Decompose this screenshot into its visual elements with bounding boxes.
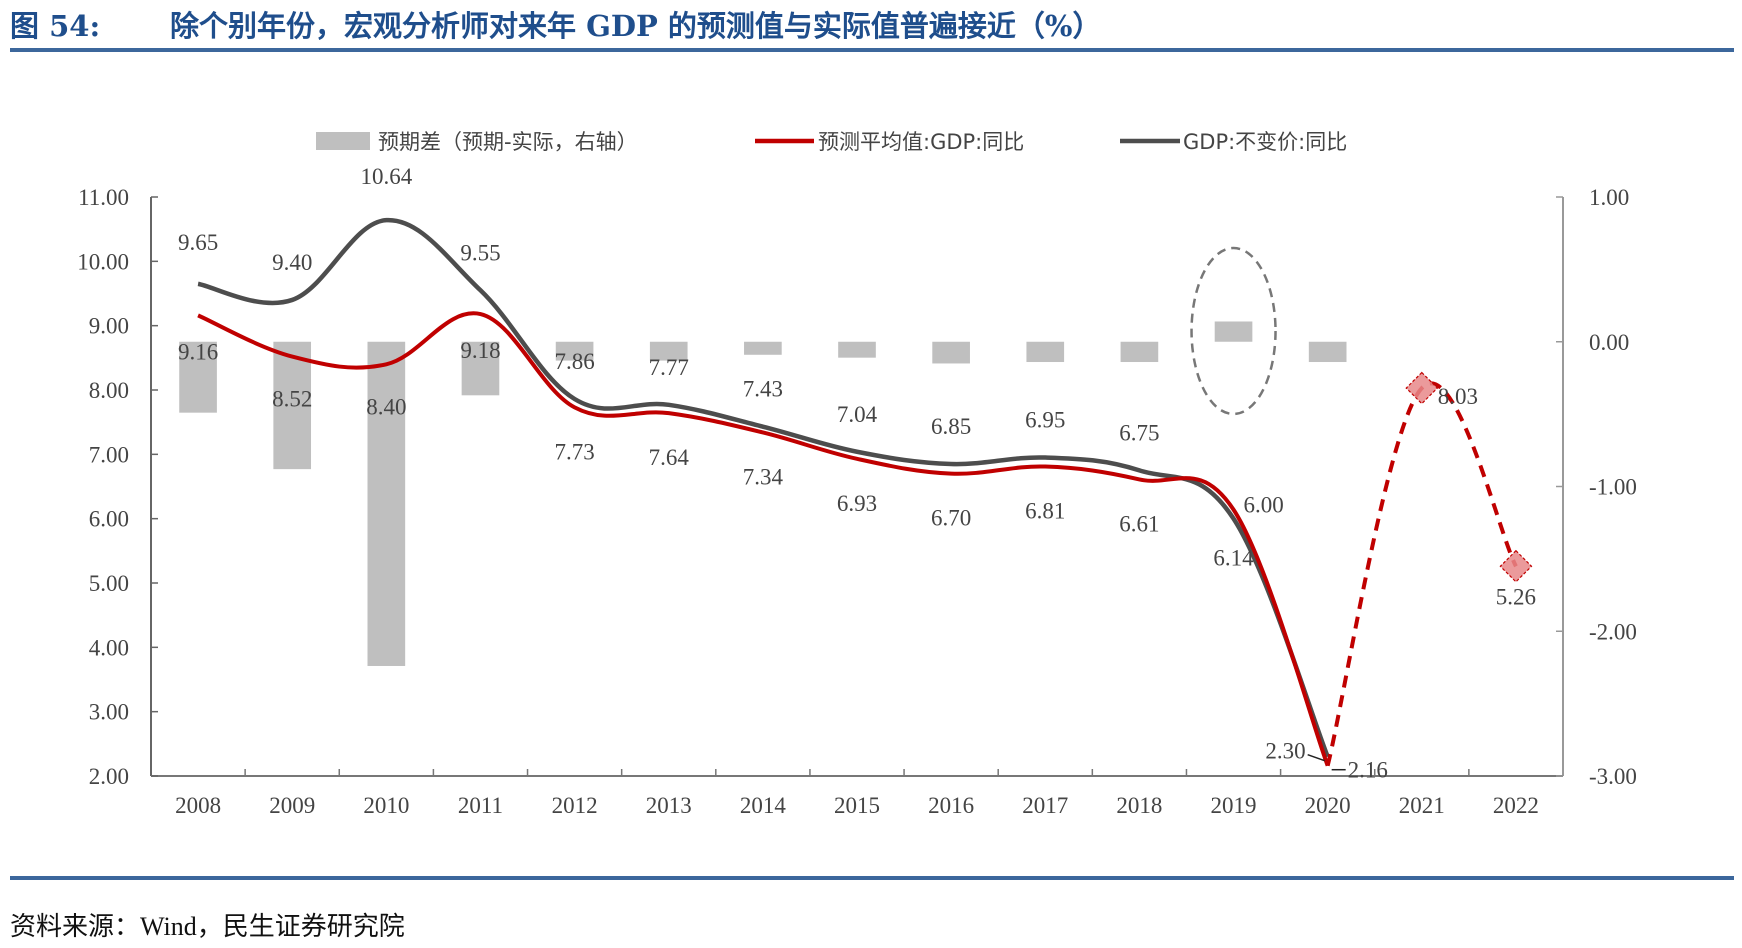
data-label-actual: 9.55 (460, 240, 500, 265)
data-label-actual: 6.85 (931, 414, 971, 439)
highlight-ellipse (1190, 246, 1277, 416)
bar-expectation-gap-2017 (1026, 341, 1065, 363)
data-label-forecast: 6.61 (1119, 511, 1159, 536)
projection-marker-2022 (1499, 549, 1533, 583)
bar-expectation-gap-2013 (649, 341, 688, 361)
right-tick-label: 0.00 (1589, 330, 1629, 355)
data-label-forecast: 7.34 (743, 464, 784, 489)
x-tick-label: 2014 (740, 793, 787, 818)
x-tick-label: 2020 (1305, 793, 1351, 818)
legend-label-forecast: 预测平均值:GDP:同比 (818, 130, 1024, 154)
data-label-actual: 6.75 (1119, 420, 1159, 445)
data-label-forecast: 6.93 (837, 491, 877, 516)
data-label-actual: 9.40 (272, 250, 312, 275)
x-tick-label: 2009 (269, 793, 315, 818)
figure-title-text: 除个别年份，宏观分析师对来年 GDP 的预测值与实际值普遍接近（%） (170, 9, 1102, 43)
x-tick-label: 2013 (646, 793, 692, 818)
source-note: 资料来源：Wind，民生证券研究院 (10, 912, 405, 941)
data-label-forecast: 9.18 (460, 338, 500, 363)
data-label-forecast: 7.73 (554, 439, 594, 464)
data-label-actual: 7.77 (649, 355, 689, 380)
left-tick-label: 6.00 (89, 507, 129, 532)
data-label-forecast: 8.03 (1438, 384, 1478, 409)
data-label-forecast: 6.70 (931, 506, 971, 531)
bar-expectation-gap-2008 (179, 341, 217, 413)
right-tick-label: 1.00 (1589, 185, 1629, 210)
x-tick-label: 2015 (834, 793, 880, 818)
legend-label-actual: GDP:不变价:同比 (1183, 130, 1347, 154)
line-gdp-forecast-projection (1325, 381, 1518, 767)
bar-expectation-gap-2019 (1214, 321, 1253, 342)
right-tick-label: -2.00 (1589, 619, 1637, 644)
bar-expectation-gap-2011 (461, 341, 500, 396)
x-tick-label: 2010 (363, 793, 409, 818)
legend-label-bar: 预期差（预期-实际，右轴） (378, 130, 638, 154)
left-tick-label: 5.00 (89, 571, 129, 596)
left-tick-label: 11.00 (78, 185, 129, 210)
data-label-actual: 7.43 (743, 377, 783, 402)
data-label-actual: 6.95 (1025, 408, 1065, 433)
x-tick-label: 2017 (1022, 793, 1068, 818)
left-tick-label: 2.00 (89, 764, 129, 789)
top-rule (10, 48, 1734, 52)
bar-expectation-gap-2015 (838, 341, 876, 358)
left-tick-label: 4.00 (89, 635, 129, 660)
data-label-forecast: 7.64 (649, 445, 690, 470)
figure-number: 图 54: (10, 9, 101, 43)
line-gdp-forecast (197, 311, 1330, 767)
data-label-actual: 7.86 (554, 349, 594, 374)
left-tick-label: 9.00 (89, 314, 129, 339)
leader-line-actual-2020 (1307, 753, 1325, 762)
data-label-forecast: 8.52 (272, 387, 312, 412)
x-tick-label: 2012 (552, 793, 598, 818)
bar-expectation-gap-2014 (744, 341, 782, 355)
data-label-actual: 7.04 (837, 402, 878, 427)
x-tick-label: 2021 (1399, 793, 1445, 818)
right-tick-label: -3.00 (1589, 764, 1637, 789)
data-label-actual: 9.65 (178, 230, 218, 255)
left-tick-label: 3.00 (89, 700, 129, 725)
data-label-forecast: 8.40 (366, 394, 406, 419)
legend-swatch-bar (316, 132, 370, 150)
bottom-rule (10, 876, 1734, 880)
bar-expectation-gap-2009 (273, 341, 312, 470)
x-tick-label: 2022 (1493, 793, 1539, 818)
bar-expectation-gap-2012 (555, 341, 594, 361)
data-label-actual: 10.64 (360, 164, 412, 189)
right-tick-label: -1.00 (1589, 475, 1637, 500)
bar-expectation-gap-2010 (367, 341, 406, 666)
bar-expectation-gap-2018 (1120, 341, 1159, 363)
data-label-forecast: 6.14 (1213, 546, 1254, 571)
left-tick-label: 8.00 (89, 378, 129, 403)
figure-title: 图 54: 除个别年份，宏观分析师对来年 GDP 的预测值与实际值普遍接近（%） (10, 2, 1101, 46)
x-tick-label: 2011 (458, 793, 503, 818)
x-tick-label: 2018 (1116, 793, 1162, 818)
x-tick-label: 2008 (175, 793, 221, 818)
data-label-actual: 6.00 (1244, 493, 1284, 518)
x-tick-label: 2019 (1211, 793, 1257, 818)
data-label-forecast: 9.16 (178, 339, 218, 364)
data-label-actual: 2.30 (1265, 739, 1305, 764)
data-label-forecast: 2.16 (1348, 758, 1388, 783)
bar-expectation-gap-2020 (1308, 341, 1347, 363)
bar-expectation-gap-2016 (932, 341, 970, 364)
data-label-forecast: 6.81 (1025, 499, 1065, 524)
x-tick-label: 2016 (928, 793, 974, 818)
left-tick-label: 10.00 (77, 249, 129, 274)
left-tick-label: 7.00 (89, 442, 129, 467)
projection-marker-2021 (1405, 371, 1439, 405)
data-label-forecast: 5.26 (1496, 584, 1536, 609)
